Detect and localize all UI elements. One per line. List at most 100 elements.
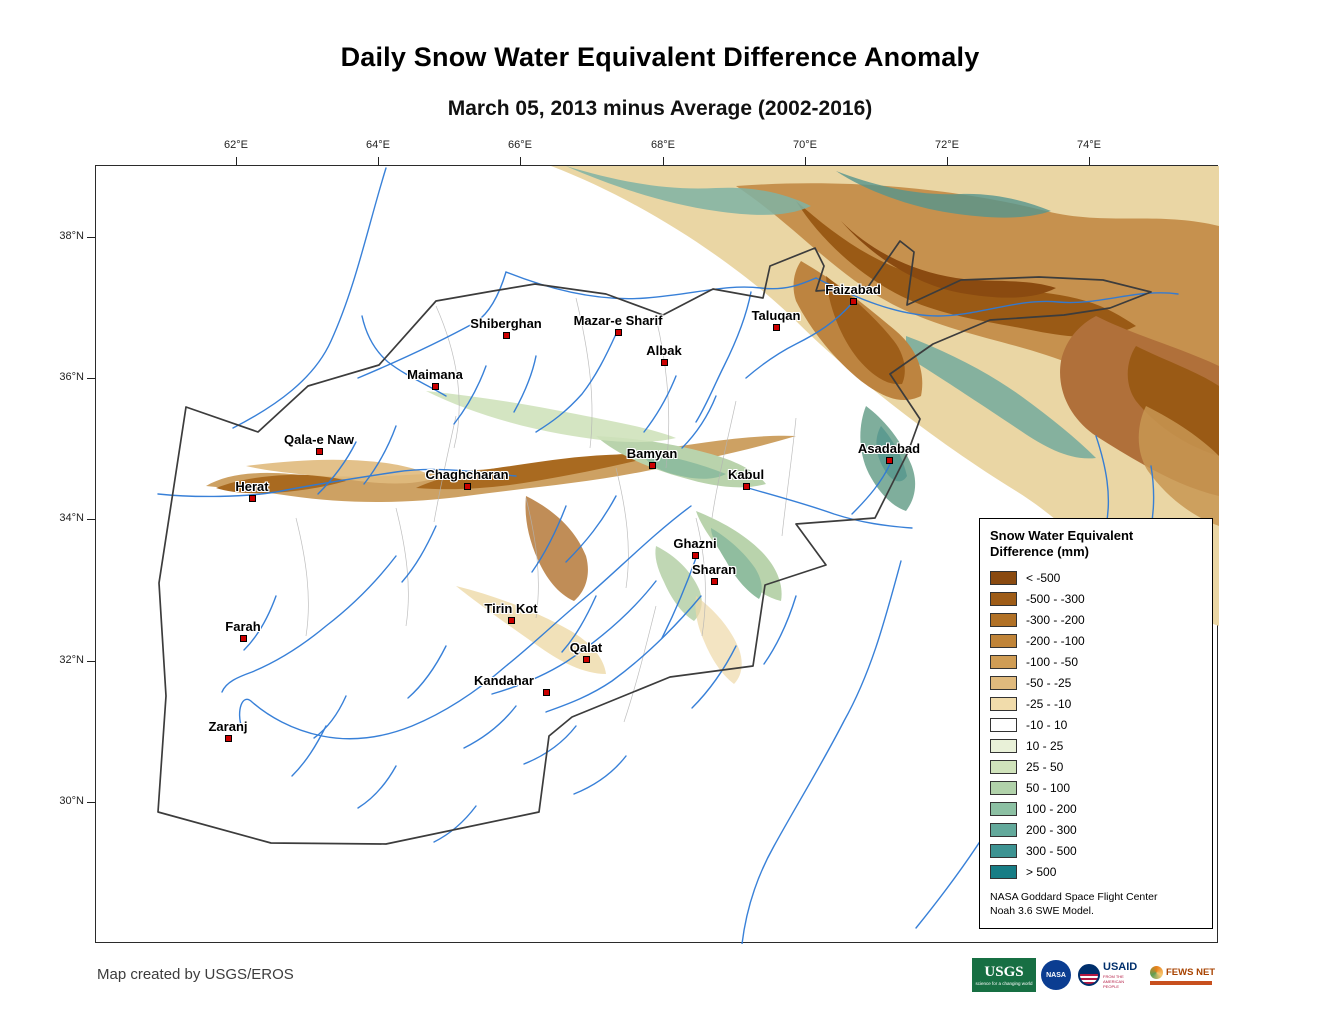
lon-tick-label: 68°E	[651, 139, 675, 151]
lat-tickmark	[87, 237, 95, 238]
city-marker	[649, 462, 656, 469]
legend-swatch	[990, 676, 1017, 690]
legend-row: > 500	[990, 862, 1202, 883]
legend-row: 100 - 200	[990, 799, 1202, 820]
city-label: Tirin Kot	[484, 601, 538, 616]
city-label: Kabul	[727, 467, 765, 482]
city-label: Qalat	[569, 640, 603, 655]
fewsnet-logo-bar	[1150, 980, 1212, 985]
terrain-map	[157, 166, 1219, 944]
city-marker	[432, 383, 439, 390]
legend-row: -50 - -25	[990, 673, 1202, 694]
lon-tickmark	[1089, 157, 1090, 165]
legend-swatch	[990, 802, 1017, 816]
lon-tick-label: 64°E	[366, 139, 390, 151]
lon-tickmark	[947, 157, 948, 165]
legend-entry-label: 200 - 300	[1026, 823, 1077, 837]
city-marker	[503, 332, 510, 339]
city-marker	[240, 635, 247, 642]
fewsnet-logo: FEWS NET	[1147, 958, 1215, 992]
city-label: Kandahar	[474, 673, 534, 688]
legend-row: 25 - 50	[990, 757, 1202, 778]
lat-tickmark	[87, 661, 95, 662]
nasa-logo-text: NASA	[1046, 971, 1066, 979]
legend-row: -100 - -50	[990, 652, 1202, 673]
city-marker	[743, 483, 750, 490]
lat-tick-label: 36°N	[59, 371, 84, 383]
legend-swatch	[990, 760, 1017, 774]
lat-tickmark	[87, 519, 95, 520]
lon-tick-label: 74°E	[1077, 139, 1101, 151]
lat-tick-label: 38°N	[59, 230, 84, 242]
page-title: Daily Snow Water Equivalent Difference A…	[340, 42, 980, 72]
city-label: Sharan	[691, 562, 737, 577]
legend-source-line2: Noah 3.6 SWE Model.	[990, 904, 1094, 917]
lon-tick-label: 70°E	[793, 139, 817, 151]
legend-swatch	[990, 718, 1017, 732]
city-marker	[661, 359, 668, 366]
legend-entry-label: -500 - -300	[1026, 592, 1085, 606]
city-marker	[773, 324, 780, 331]
usaid-logo-text: USAID	[1103, 961, 1138, 974]
legend-entry-label: < -500	[1026, 571, 1061, 585]
legend-entry-label: -10 - 10	[1026, 718, 1068, 732]
lon-tickmark	[378, 157, 379, 165]
usaid-emblem-icon	[1078, 964, 1100, 986]
legend-swatch	[990, 823, 1017, 837]
usgs-logo-text: USGS	[984, 963, 1024, 980]
legend-row: 300 - 500	[990, 841, 1202, 862]
legend-swatch	[990, 571, 1017, 585]
lon-tickmark	[520, 157, 521, 165]
legend-row: -25 - -10	[990, 694, 1202, 715]
city-label: Taluqan	[751, 308, 801, 323]
city-label: Albak	[646, 343, 682, 358]
legend-title: Snow Water Equivalent Difference (mm)	[990, 528, 1202, 561]
city-label: Asadabad	[857, 441, 921, 456]
city-marker	[508, 617, 515, 624]
legend-row: < -500	[990, 568, 1202, 589]
city-label: Mazar-e Sharif	[573, 313, 663, 328]
map-frame: Faizabad Taluqan Mazar-e Sharif Shiberghan A…	[95, 165, 1219, 944]
legend-source-line1: NASA Goddard Space Flight Center	[990, 890, 1158, 903]
legend-swatch	[990, 865, 1017, 879]
legend-entry-label: -25 - -10	[1026, 697, 1072, 711]
lon-tick-label: 62°E	[224, 139, 248, 151]
city-label: Qala-e Naw	[283, 432, 355, 447]
logo-strip: USGS science for a changing world NASA U…	[972, 958, 1215, 992]
city-label: Maimana	[407, 367, 463, 382]
city-marker	[249, 495, 256, 502]
city-label: Shiberghan	[470, 316, 542, 331]
city-label: Faizabad	[825, 282, 881, 297]
legend-row: 10 - 25	[990, 736, 1202, 757]
legend-row: -200 - -100	[990, 631, 1202, 652]
nasa-logo: NASA	[1041, 960, 1071, 990]
terrain-layer	[206, 166, 1219, 684]
city-label: Ghazni	[673, 536, 717, 551]
city-marker	[886, 457, 893, 464]
legend-row: 200 - 300	[990, 820, 1202, 841]
legend-entry-label: 100 - 200	[1026, 802, 1077, 816]
country-border-layer	[157, 240, 1152, 845]
legend: Snow Water Equivalent Difference (mm) < …	[979, 518, 1213, 929]
legend-entry-label: -300 - -200	[1026, 613, 1085, 627]
city-marker	[692, 552, 699, 559]
legend-row: -500 - -300	[990, 589, 1202, 610]
city-marker	[225, 735, 232, 742]
legend-row: -10 - 10	[990, 715, 1202, 736]
legend-entry-label: 300 - 500	[1026, 844, 1077, 858]
city-marker	[615, 329, 622, 336]
city-label: Herat	[235, 479, 269, 494]
legend-title-line1: Snow Water Equivalent	[990, 528, 1134, 543]
city-marker	[464, 483, 471, 490]
legend-entry-label: -200 - -100	[1026, 634, 1085, 648]
lon-tickmark	[805, 157, 806, 165]
legend-row: 50 - 100	[990, 778, 1202, 799]
legend-entry-label: -100 - -50	[1026, 655, 1079, 669]
city-label: Chaghcharan	[425, 467, 509, 482]
city-label: Zaranj	[208, 719, 248, 734]
legend-entry-label: 50 - 100	[1026, 781, 1071, 795]
lat-tickmark	[87, 378, 95, 379]
lon-tickmark	[236, 157, 237, 165]
lon-tick-label: 66°E	[508, 139, 532, 151]
lat-tickmark	[87, 802, 95, 803]
